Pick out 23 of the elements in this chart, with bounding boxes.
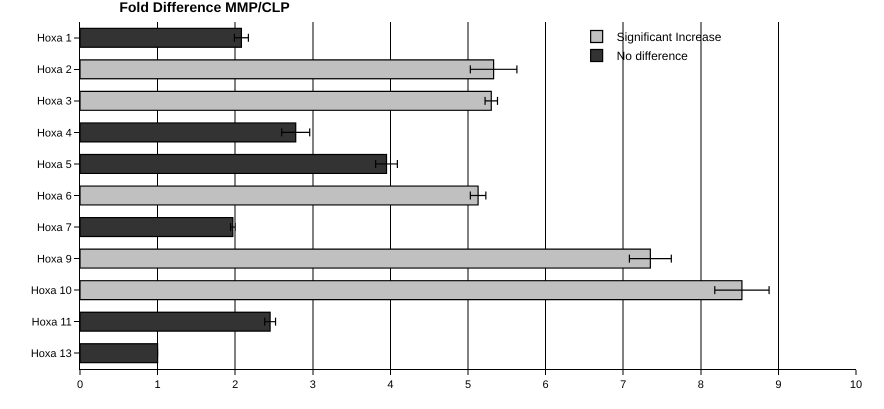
x-tick-label: 7	[620, 379, 626, 392]
y-tick-label: Hoxa 11	[32, 316, 72, 329]
x-tick-label: 6	[542, 379, 549, 392]
y-tick-label: Hoxa 2	[36, 64, 72, 76]
x-tick-label: 0	[76, 379, 84, 392]
y-tick-label: Hoxa 4	[36, 127, 72, 140]
x-tick-label: 10	[850, 379, 862, 392]
x-tick-label: 2	[232, 379, 238, 392]
y-tick-label: Hoxa 9	[36, 253, 72, 266]
y-tick-label: Hoxa 13	[30, 348, 72, 360]
y-tick-label: Hoxa 3	[36, 96, 72, 108]
x-tick-label: 4	[387, 379, 394, 392]
x-tick-label: 9	[775, 379, 782, 392]
y-tick-label: Hoxa 1	[36, 32, 72, 45]
y-tick-label: Hoxa 5	[36, 158, 72, 171]
chart-title: Fold Difference MMP/CLP	[119, 0, 290, 15]
y-tick-label: Hoxa 6	[36, 190, 72, 202]
x-tick-label: 8	[698, 379, 704, 392]
y-tick-label: Hoxa 10	[30, 284, 72, 297]
x-tick-label: 5	[464, 379, 472, 392]
y-tick-label: Hoxa 7	[36, 222, 72, 234]
x-tick-label: 3	[310, 379, 316, 392]
x-tick-label: 1	[154, 379, 161, 392]
